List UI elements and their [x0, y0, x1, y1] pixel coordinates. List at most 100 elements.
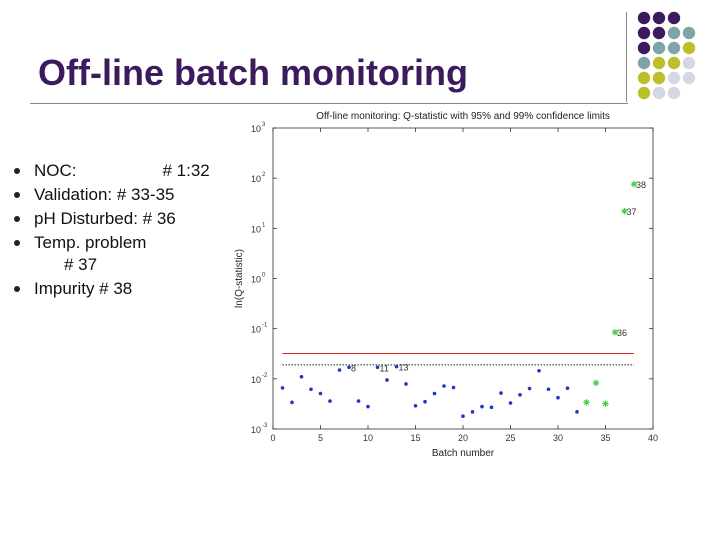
noc-point [375, 365, 380, 370]
y-tick-exponent: 2 [262, 172, 266, 178]
x-tick-label: 35 [600, 433, 610, 443]
decor-dot [652, 26, 666, 40]
noc-point [299, 374, 304, 379]
noc-point [328, 399, 332, 403]
y-tick-label: 10 [251, 425, 261, 435]
x-tick-label: 0 [270, 433, 275, 443]
decor-dot [652, 86, 666, 100]
bullet-item-temp: Temp. problem # 37 [14, 232, 210, 276]
fault-point-star [621, 207, 628, 215]
noc-point [394, 364, 399, 369]
decor-dot [667, 26, 681, 40]
decor-dot [667, 56, 681, 70]
decor-dot [652, 71, 666, 85]
y-tick-exponent: 0 [262, 273, 266, 279]
bullet-dot-icon [14, 168, 20, 174]
decor-dot [667, 41, 681, 55]
noc-point [527, 386, 532, 391]
y-tick-label: 10 [251, 275, 261, 285]
decor-dot [637, 71, 651, 85]
decor-dot [637, 56, 651, 70]
noc-point [337, 368, 342, 372]
decor-dot [652, 56, 666, 70]
noc-point [318, 391, 323, 396]
point-annotation: 11 [380, 363, 389, 373]
noc-point [470, 410, 475, 414]
noc-point [575, 410, 579, 414]
x-tick-label: 10 [363, 433, 373, 443]
decor-dot [682, 26, 696, 40]
bullet-item-validation: Validation: # 33-35 [14, 184, 210, 206]
noc-point [565, 386, 570, 391]
decor-dot [682, 71, 696, 85]
bullet-noc-value: # 1:32 [162, 161, 210, 180]
x-tick-label: 30 [553, 433, 563, 443]
y-axis-label: ln(Q-statistic) [234, 249, 245, 308]
bullet-temp-continuation: # 37 [64, 255, 98, 274]
chart-labels: Off-line monitoring: Q-statistic with 95… [234, 111, 658, 459]
noc-point [366, 404, 370, 409]
fault-point-star [592, 379, 600, 387]
noc-point [451, 385, 456, 390]
q-statistic-chart: Off-line monitoring: Q-statistic with 95… [234, 111, 658, 459]
decor-dot [667, 71, 681, 85]
bullet-item-noc: NOC: # 1:32 [14, 160, 210, 182]
bullet-ph-text: pH Disturbed: # 36 [34, 209, 176, 228]
decor-dot [667, 11, 681, 25]
bullet-dot-icon [14, 240, 20, 246]
decor-dot [682, 41, 696, 55]
x-tick-label: 5 [318, 433, 323, 443]
decor-dot [682, 56, 696, 70]
decor-dot [652, 41, 666, 55]
fault-point-star [630, 180, 638, 188]
point-annotation: 37 [627, 207, 637, 217]
noc-point [385, 378, 389, 382]
vertical-divider [626, 12, 627, 102]
x-tick-label: 15 [410, 433, 420, 443]
bullet-temp-text: Temp. problem [34, 233, 147, 252]
chart-frame [272, 127, 654, 430]
noc-point [461, 414, 465, 418]
fault-point-star [611, 329, 619, 336]
noc-point [518, 393, 522, 397]
decor-dot [637, 26, 651, 40]
bullet-dot-icon [14, 216, 20, 222]
slide-title: Off-line batch monitoring [38, 52, 468, 93]
noc-point [556, 395, 560, 400]
bullet-item-ph: pH Disturbed: # 36 [14, 208, 210, 230]
noc-point [347, 365, 351, 370]
fault-point-star [602, 400, 609, 407]
noc-point [413, 404, 418, 408]
noc-point [309, 387, 313, 392]
y-tick-label: 10 [251, 325, 261, 335]
bullet-list: NOC: # 1:32 Validation: # 33-35 pH Distur… [14, 160, 210, 302]
decor-dot [667, 86, 681, 100]
y-tick-exponent: 1 [262, 222, 266, 228]
point-annotation: 38 [636, 180, 646, 190]
y-tick-exponent: -1 [262, 323, 268, 329]
x-tick-label: 40 [648, 433, 658, 443]
noc-point [280, 386, 285, 390]
y-tick-label: 10 [251, 124, 261, 134]
chart-title: Off-line monitoring: Q-statistic with 95… [316, 111, 610, 122]
bullet-dot-icon [14, 286, 20, 292]
fault-point-star [583, 399, 590, 406]
point-annotation: 13 [399, 363, 409, 373]
noc-point [480, 404, 484, 409]
x-axis-label: Batch number [432, 448, 495, 459]
noc-point [508, 401, 513, 405]
noc-point [489, 405, 494, 410]
data-points [280, 180, 638, 418]
noc-point [442, 384, 446, 388]
decor-dot [637, 41, 651, 55]
decor-dot [637, 11, 651, 25]
point-annotation: 8 [351, 363, 356, 373]
bullet-item-impurity: Impurity # 38 [14, 278, 210, 300]
bullet-impurity-text: Impurity # 38 [34, 279, 133, 298]
point-annotation: 36 [617, 328, 627, 338]
bullet-validation-text: Validation: # 33-35 [34, 185, 175, 204]
noc-point [404, 382, 408, 386]
bullet-noc-label: NOC: [34, 161, 77, 180]
decor-dot [637, 86, 651, 100]
noc-point [356, 399, 361, 403]
